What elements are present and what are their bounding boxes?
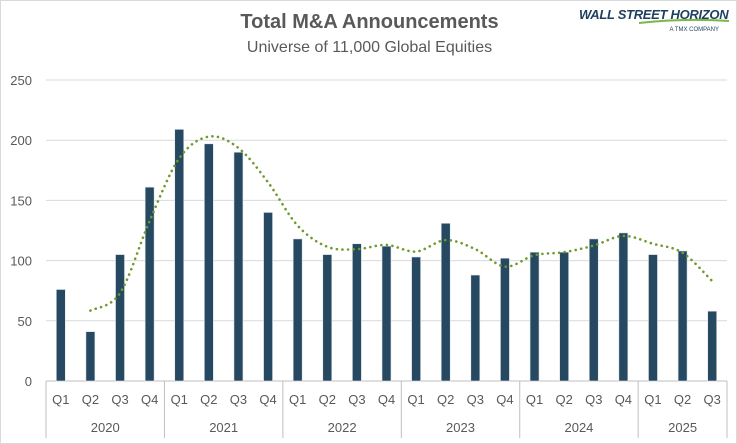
- x-tick-label: Q1: [289, 392, 306, 407]
- x-tick-label: Q4: [259, 392, 276, 407]
- bar: [677, 250, 688, 382]
- y-tick-label: 200: [10, 133, 32, 148]
- x-tick-label: Q1: [526, 392, 543, 407]
- x-tick-label: Q3: [111, 392, 128, 407]
- y-tick-label: 0: [25, 374, 32, 389]
- bar: [85, 331, 96, 382]
- y-tick-label: 150: [10, 193, 32, 208]
- bar: [381, 245, 392, 382]
- x-tick-label: Q4: [615, 392, 632, 407]
- moving-average-trendline: [89, 134, 714, 312]
- bar: [263, 212, 273, 382]
- x-tick-label: Q4: [378, 392, 395, 407]
- bar: [352, 243, 362, 382]
- x-tick-label: Q3: [467, 392, 484, 407]
- x-tick-label: Q4: [141, 392, 158, 407]
- x-tick-label: Q4: [496, 392, 513, 407]
- bar: [411, 256, 421, 382]
- year-label: 2024: [564, 420, 593, 435]
- bar: [233, 151, 244, 382]
- logo-subtext: A TMX COMPANY: [669, 27, 719, 33]
- bar: [174, 129, 185, 382]
- x-tick-label: Q2: [200, 392, 217, 407]
- x-tick-label: Q1: [52, 392, 69, 407]
- bar: [618, 232, 629, 382]
- chart-subtitle: Universe of 11,000 Global Equities: [246, 39, 493, 56]
- x-tick-label: Q3: [348, 392, 365, 407]
- logo-swoosh-icon: [639, 18, 729, 24]
- bar: [322, 254, 333, 382]
- x-tick-label: Q1: [407, 392, 424, 407]
- x-tick-label: Q2: [555, 392, 572, 407]
- year-label: 2023: [446, 420, 475, 435]
- x-tick-label: Q2: [437, 392, 454, 407]
- bar: [707, 310, 717, 382]
- bar: [56, 289, 66, 382]
- bar: [115, 254, 125, 382]
- x-tick-label: Q1: [644, 392, 661, 407]
- bar: [588, 238, 599, 382]
- logo-text: WALL STREET HORIZON: [579, 7, 729, 22]
- bar: [204, 143, 214, 382]
- year-label: 2020: [91, 420, 120, 435]
- bar: [500, 257, 510, 382]
- x-tick-label: Q2: [82, 392, 99, 407]
- year-label: 2021: [209, 420, 238, 435]
- x-tick-label: Q2: [319, 392, 336, 407]
- y-tick-label: 50: [18, 314, 32, 329]
- bar: [648, 254, 658, 382]
- bar: [144, 186, 155, 382]
- bar: [470, 274, 481, 382]
- x-tick-label: Q2: [674, 392, 691, 407]
- y-tick-label: 250: [10, 73, 32, 88]
- y-tick-label: 100: [10, 254, 32, 269]
- wall-street-horizon-logo: WALL STREET HORIZON A TMX COMPANY: [579, 7, 729, 41]
- chart-title: Total M&A Announcements: [240, 11, 499, 33]
- year-label: 2025: [668, 420, 697, 435]
- bar: [292, 238, 303, 382]
- bar: [529, 251, 540, 382]
- x-tick-label: Q3: [585, 392, 602, 407]
- year-label: 2022: [328, 420, 357, 435]
- bar: [559, 251, 569, 382]
- x-tick-label: Q3: [704, 392, 721, 407]
- x-tick-label: Q3: [230, 392, 247, 407]
- x-tick-label: Q1: [171, 392, 188, 407]
- bar: [440, 222, 451, 382]
